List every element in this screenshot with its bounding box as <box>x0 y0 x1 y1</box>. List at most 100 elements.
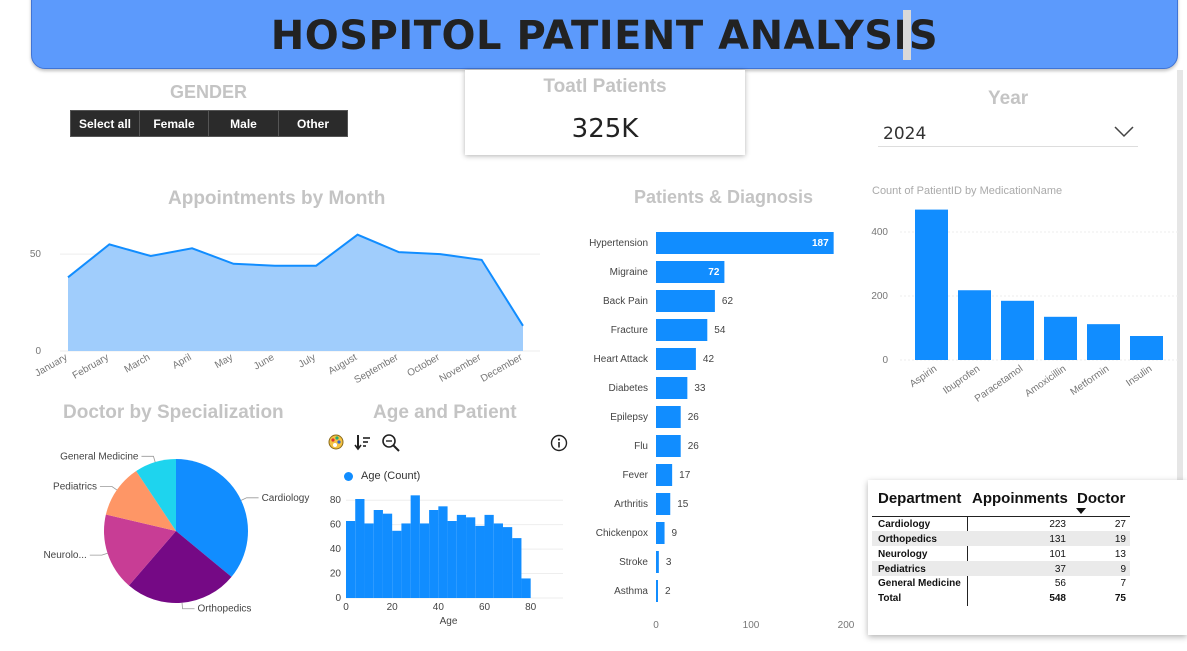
table-header-doctor[interactable]: Doctor <box>1077 490 1126 507</box>
x-tick-label: 60 <box>479 602 491 613</box>
data-label: 26 <box>688 441 700 452</box>
sort-icon[interactable] <box>354 433 374 453</box>
histogram-bar <box>364 523 374 598</box>
gender-female-button[interactable]: Female <box>139 110 209 137</box>
age-histogram-chart: 0 20 40 60 80 0 20 40 60 80 Age <box>330 495 563 627</box>
total-patients-value: 325K <box>571 114 639 144</box>
x-axis-title: Age <box>440 616 458 627</box>
data-label: 2 <box>665 586 671 597</box>
data-label: 9 <box>672 528 678 539</box>
bar <box>656 290 715 312</box>
area-fill <box>68 234 523 351</box>
medication-chart-title: Count of PatientID by MedicationName <box>872 185 1063 197</box>
y-tick-label: Arthritis <box>614 499 648 510</box>
table-cell-appointments: 223 <box>1049 519 1066 530</box>
year-dropdown[interactable]: 2024 <box>878 118 1138 147</box>
y-tick-label: 400 <box>871 227 888 238</box>
histogram-bar <box>456 514 467 598</box>
table-cell-department: Pediatrics <box>878 564 926 575</box>
zoom-icon[interactable] <box>381 433 401 453</box>
x-tick-label: Ibuprofen <box>941 363 982 396</box>
data-label: 15 <box>677 499 689 510</box>
histogram-bar <box>373 510 383 598</box>
bar <box>656 551 659 573</box>
x-tick-label: February <box>71 352 111 382</box>
bar <box>1044 316 1077 360</box>
age-legend: Age (Count) <box>344 470 420 482</box>
histogram-bar <box>438 506 448 598</box>
slice-label: Cardiology <box>262 493 310 504</box>
data-label: 17 <box>679 470 691 481</box>
table-row-stripe <box>872 561 1130 576</box>
table-header-appointments[interactable]: Appoinments <box>972 490 1068 507</box>
x-tick-label: June <box>252 352 277 373</box>
table-cell-doctor: 9 <box>1120 564 1126 575</box>
table-total-doctor: 75 <box>1114 593 1126 604</box>
histogram-bar <box>493 523 503 598</box>
bar <box>1001 300 1034 360</box>
sort-desc-icon <box>1076 508 1086 514</box>
table-cell-department: Orthopedics <box>878 534 937 545</box>
histogram-bar <box>484 514 494 598</box>
x-tick-label: November <box>438 352 484 385</box>
histogram-bar <box>355 499 365 598</box>
medication-bar-chart: 0 200 400 Aspirin IbuprofenParacetamolAmoxic… <box>871 209 1180 405</box>
table-header-divider <box>872 516 1130 517</box>
x-tick-label: 0 <box>653 620 659 631</box>
department-table: Department Appoinments Doctor Cardiology… <box>868 480 1187 635</box>
specialization-chart-title: Doctor by Specialization <box>63 402 284 423</box>
x-tick-label: 40 <box>433 602 445 613</box>
data-label: 187 <box>812 238 829 249</box>
table-cell-department: Neurology <box>878 549 928 560</box>
gender-select-all-button[interactable]: Select all <box>70 110 140 137</box>
bar <box>1087 324 1120 360</box>
histogram-bar <box>502 527 513 598</box>
table-cell-doctor: 13 <box>1114 549 1126 560</box>
histogram-bar <box>419 523 430 598</box>
table-cell-appointments: 101 <box>1049 549 1066 560</box>
y-tick-label: 0 <box>335 593 341 604</box>
table-cell-appointments: 56 <box>1054 578 1066 589</box>
bar <box>656 348 696 370</box>
data-label: 26 <box>688 412 700 423</box>
pie-slice <box>104 514 176 586</box>
gender-other-button[interactable]: Other <box>278 110 348 137</box>
bar <box>656 435 681 457</box>
x-tick-label: Metformin <box>1068 363 1111 398</box>
vertical-scrollbar[interactable] <box>1177 70 1183 550</box>
x-tick-label: August <box>327 352 360 377</box>
gender-slicer-title: GENDER <box>170 82 248 102</box>
y-tick-label: Chickenpox <box>596 528 648 539</box>
histogram-bar <box>512 538 522 598</box>
pie-slice <box>128 531 232 603</box>
y-tick-label: Fever <box>622 470 648 481</box>
slice-label: Neurolo... <box>43 550 86 561</box>
histogram-bar <box>410 495 420 598</box>
bar <box>656 232 834 254</box>
table-cell-appointments: 37 <box>1054 564 1066 575</box>
year-slicer-title: Year <box>988 88 1029 109</box>
slice-label: Pediatrics <box>53 481 97 492</box>
info-icon[interactable] <box>550 434 568 452</box>
x-tick-label: March <box>123 352 153 375</box>
y-tick-label: 80 <box>330 495 342 506</box>
x-tick-label: Amoxicillin <box>1023 363 1068 399</box>
x-tick-label: April <box>171 352 194 372</box>
bar <box>656 464 673 486</box>
appointments-chart-title: Appointments by Month <box>168 188 386 209</box>
area-line <box>67 233 524 327</box>
y-tick-label: Epilepsy <box>610 412 648 423</box>
table-header-department[interactable]: Department <box>878 490 962 507</box>
y-tick-label: Flu <box>634 441 648 452</box>
palette-icon[interactable] <box>327 433 347 453</box>
histogram-bar <box>466 517 476 598</box>
bar <box>656 319 708 341</box>
y-tick-label: Hypertension <box>589 238 648 249</box>
data-label: 33 <box>694 383 706 394</box>
specialization-pie-chart: Cardiology Orthopedics Neurolo... Pediatric… <box>43 451 310 614</box>
y-tick-label: 0 <box>35 346 41 357</box>
gender-male-button[interactable]: Male <box>208 110 279 137</box>
data-label: 3 <box>666 557 672 568</box>
pie-slice <box>105 471 176 531</box>
